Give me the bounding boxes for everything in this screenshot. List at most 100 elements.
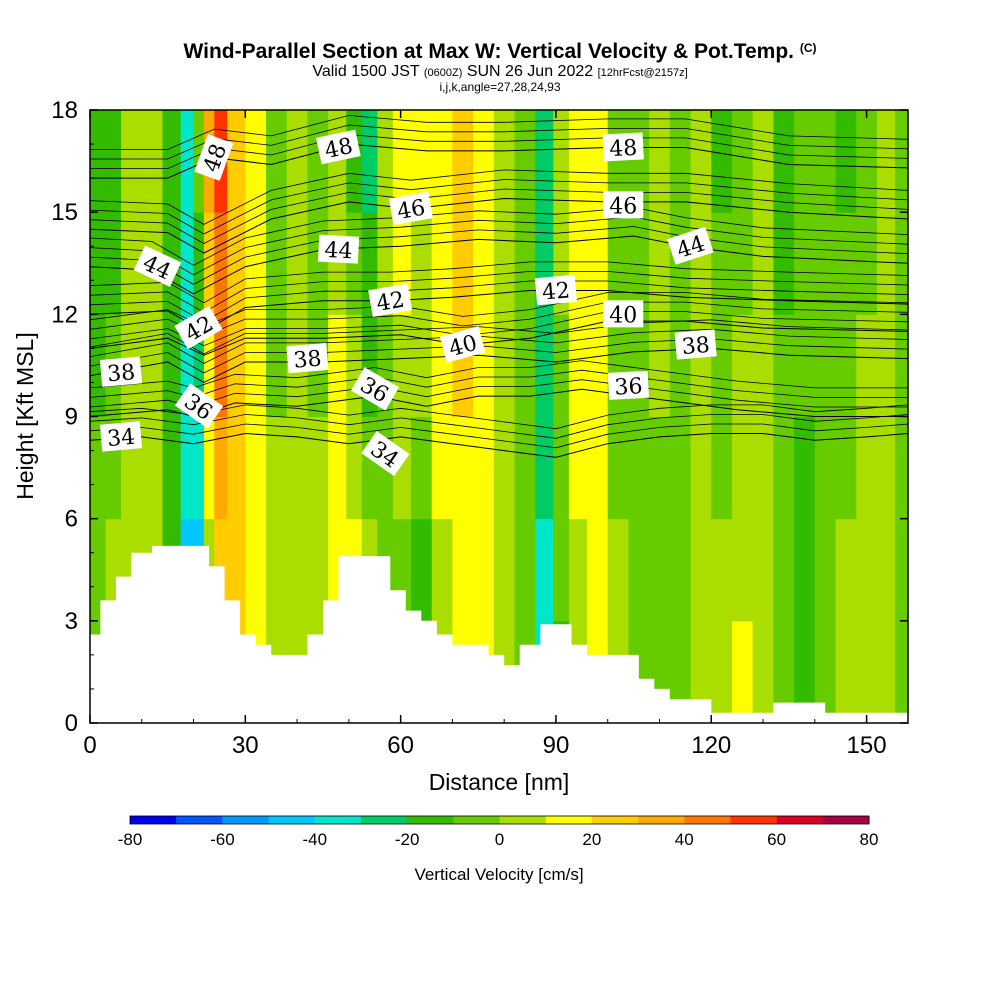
velocity-cell (121, 110, 143, 213)
velocity-cell (105, 110, 122, 213)
contour-label-text: 38 (106, 360, 136, 387)
contour-label: 42 (534, 274, 578, 306)
velocity-cell (307, 518, 329, 622)
velocity-cell (711, 518, 733, 622)
velocity-cell (514, 212, 536, 315)
velocity-cell (245, 110, 267, 213)
velocity-cell (669, 110, 692, 213)
velocity-cell (895, 212, 908, 315)
colorbar-label: -20 (395, 830, 420, 849)
x-tick-label: 120 (691, 732, 731, 759)
velocity-cell (669, 416, 692, 520)
contour-label-text: 46 (609, 194, 637, 219)
velocity-cell (162, 110, 182, 213)
velocity-cell (392, 110, 412, 213)
colorbar-bin (638, 816, 685, 824)
isentrope-intermediate (90, 319, 908, 355)
velocity-cell (835, 518, 857, 622)
contour-label-box (316, 129, 361, 165)
velocity-cell (856, 620, 878, 723)
velocity-cell (649, 110, 671, 213)
velocity-cell (553, 518, 570, 622)
velocity-cell (568, 110, 588, 213)
velocity-cell (835, 314, 857, 417)
velocity-cell (876, 212, 896, 315)
velocity-cell (690, 212, 712, 315)
velocity-cell (607, 416, 629, 520)
x-tick-label: 30 (232, 732, 259, 759)
colorbar-bin (730, 816, 778, 824)
velocity-cell (856, 212, 878, 315)
velocity-cell (493, 416, 516, 520)
velocity-cell (180, 110, 195, 213)
velocity-cell (876, 110, 896, 213)
velocity-cell (690, 620, 712, 723)
velocity-cell (203, 212, 215, 315)
contour-label: 46 (388, 191, 433, 226)
title-block: Wind-Parallel Section at Max W: Vertical… (0, 36, 1000, 93)
velocity-cell (514, 518, 536, 622)
chart-title-main: Wind-Parallel Section at Max W: Vertical… (183, 40, 794, 63)
isentrope-intermediate (90, 404, 908, 430)
contour-label-text: 38 (681, 333, 711, 360)
velocity-cell (895, 416, 908, 520)
isentrope-intermediate (90, 206, 908, 266)
terrain-fill (90, 545, 908, 723)
colorbar-frame (129, 815, 870, 825)
contour-label: 44 (133, 245, 182, 287)
colorbar-bin (176, 816, 223, 824)
contour-label-box (602, 132, 644, 162)
isentrope-intermediate (90, 360, 908, 389)
isentrope-intermediate (90, 338, 908, 374)
velocity-cell (286, 110, 308, 213)
velocity-cell (227, 212, 246, 315)
velocity-cell (392, 416, 412, 520)
velocity-cell (731, 416, 754, 520)
velocity-cell (814, 518, 837, 622)
velocity-cell (773, 110, 795, 213)
colorbar-bin (545, 816, 593, 824)
contour-label-box (99, 356, 143, 387)
velocity-cell (814, 620, 837, 723)
velocity-cell (346, 314, 363, 417)
velocity-cell (711, 416, 733, 520)
velocity-cell (180, 212, 195, 315)
velocity-cell (669, 518, 692, 622)
velocity-cell (227, 110, 246, 213)
velocity-cell (649, 314, 671, 417)
colorbar-bin (360, 816, 408, 824)
isentrope-intermediate (90, 271, 908, 313)
velocity-cell (773, 314, 795, 417)
velocity-cell (193, 212, 205, 315)
contour-label-text: 42 (375, 287, 407, 316)
y-tick-label: 6 (65, 506, 78, 533)
colorbar-bin (453, 816, 500, 824)
valid-date: SUN 26 Jun 2022 (466, 63, 594, 80)
colorbar-label: 0 (495, 830, 504, 849)
velocity-cell (752, 620, 774, 723)
velocity-cell (794, 518, 816, 622)
chart-title: Wind-Parallel Section at Max W: Vertical… (0, 36, 1000, 64)
velocity-cell (711, 212, 733, 315)
velocity-cell (473, 416, 495, 520)
contour-label-box (603, 300, 644, 328)
valid-time-prefix: Valid 1500 JST (312, 63, 420, 80)
velocity-cell (649, 416, 671, 520)
velocity-cell (410, 314, 433, 417)
velocity-cell (410, 110, 433, 213)
velocity-cell (328, 416, 347, 520)
isentrope-intermediate (90, 114, 908, 150)
contour-label-box (286, 342, 329, 374)
velocity-cell (794, 416, 816, 520)
x-axis: 0 30 60 90 120 150 (83, 110, 887, 759)
colorbar-bin (130, 816, 177, 824)
contour-label-box (133, 245, 182, 287)
velocity-cell (568, 314, 588, 417)
velocity-cell (162, 416, 182, 520)
isentrope-38 (90, 347, 908, 383)
contour-label-text: 38 (293, 346, 323, 373)
x-tick-label: 150 (847, 732, 887, 759)
contour-label-box (350, 367, 400, 411)
contour-label-box (174, 305, 223, 350)
colorbar-bin (407, 816, 454, 824)
